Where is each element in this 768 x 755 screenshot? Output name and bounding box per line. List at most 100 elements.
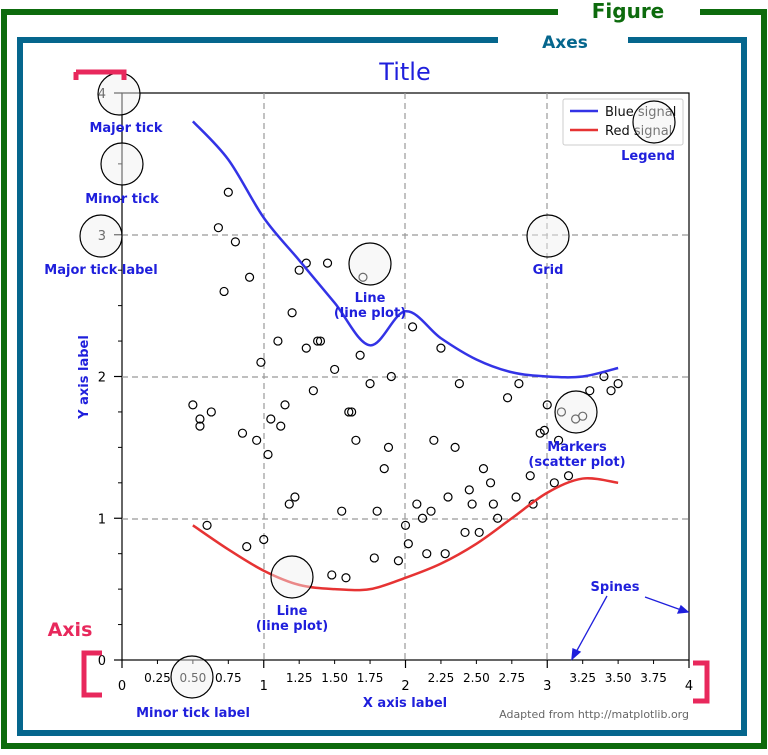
- scatter-point: [383, 442, 394, 452]
- scatter-point: [369, 553, 379, 563]
- scatter-point: [202, 520, 212, 530]
- scatter-point: [436, 343, 446, 353]
- scatter-point: [460, 527, 470, 538]
- chart-title: Title: [378, 58, 430, 86]
- scatter-point: [315, 336, 326, 346]
- scatter-point: [188, 400, 198, 410]
- legend-circle: [632, 100, 676, 144]
- legend-annotation: Legend: [621, 149, 675, 164]
- scatter-point: [478, 464, 489, 474]
- scatter-point: [525, 471, 535, 481]
- axis-annotation: Axis: [48, 619, 93, 641]
- annotation-labels: Major tick Minor tick Major tick label L…: [44, 121, 675, 721]
- x-minor-tick-label: 2.25: [428, 671, 455, 685]
- grid: [122, 93, 689, 660]
- markers-circle: [554, 390, 598, 434]
- scatter-point: [344, 407, 354, 417]
- scatter-point: [206, 407, 216, 417]
- x-minor-tick-label: 3.50: [605, 671, 632, 685]
- y-major-tick-label: 1: [98, 512, 106, 527]
- scatter-point: [322, 258, 333, 268]
- scatter-point: [563, 471, 574, 481]
- markers-annotation-line1: Markers: [547, 440, 607, 455]
- credit-text: Adapted from http://matplotlib.org: [499, 708, 689, 721]
- scatter-point: [263, 449, 273, 460]
- scatter-point: [365, 378, 375, 389]
- scatter-point: [488, 499, 498, 509]
- scatter-point: [301, 343, 311, 353]
- scatter-point: [287, 308, 297, 318]
- scatter-point: [429, 435, 439, 445]
- x-major-tick-label: 2: [401, 679, 409, 694]
- scatter-point: [308, 386, 318, 396]
- scatter-point: [259, 534, 269, 545]
- scatter-point: [379, 464, 389, 474]
- scatter-point: [290, 492, 300, 502]
- minor-tick-label-circle: [170, 655, 214, 699]
- line-plot-2-circle: [270, 555, 314, 599]
- red-signal-line: [192, 476, 619, 592]
- scatter-point: [327, 570, 337, 580]
- scatter-point: [372, 506, 382, 516]
- grid-circle: [526, 214, 570, 258]
- scatter-point: [502, 393, 513, 403]
- scatter-point: [386, 371, 396, 382]
- minor-tick-label-annotation: Minor tick label: [136, 706, 250, 721]
- x-minor-tick-label: 2.50: [463, 671, 490, 685]
- scatter-point: [223, 187, 233, 197]
- scatter-point: [294, 265, 304, 275]
- scatter-point: [393, 556, 404, 566]
- scatter-point: [585, 386, 595, 396]
- scatter-point: [606, 386, 616, 396]
- minor-tick-annotation: Minor tick: [85, 192, 159, 207]
- line-plot-1-circle: [348, 242, 392, 286]
- scatter-point: [219, 286, 229, 297]
- legend: Blue signal Red signal: [562, 98, 684, 146]
- scatter-point: [511, 492, 521, 502]
- x-minor-tick-label: 1.75: [357, 671, 384, 685]
- scatter-point: [407, 322, 418, 332]
- scatter-point: [330, 364, 340, 375]
- scatter-point: [542, 400, 552, 410]
- scatter-point: [553, 435, 564, 445]
- y-axis-label: Y axis label: [77, 335, 92, 420]
- scatter-point: [464, 485, 474, 495]
- x-major-tick-label: 0: [118, 679, 126, 694]
- scatter-point: [337, 506, 347, 516]
- legend-item-blue: Blue signal: [605, 105, 676, 120]
- axes-label: Axes: [542, 33, 588, 53]
- markers-annotation-line2: (scatter plot): [528, 455, 625, 470]
- scatter-point: [412, 499, 422, 509]
- spines-annotation: Spines: [591, 580, 640, 595]
- scatter-point: [450, 442, 460, 452]
- scatter-point: [230, 237, 240, 247]
- scatter-point: [578, 411, 588, 421]
- x-minor-tick-label: 1.25: [286, 671, 313, 685]
- x-minor-tick-label: 0.75: [215, 671, 242, 685]
- scatter-point: [273, 336, 283, 346]
- y-major-tick-label: 4: [98, 87, 106, 102]
- figure-label: Figure: [592, 0, 665, 23]
- scatter-point: [347, 407, 357, 417]
- y-major-tick-label: 0: [98, 654, 106, 669]
- spines-arrows: [571, 595, 690, 661]
- x-major-tick-label: 3: [543, 679, 551, 694]
- grid-annotation: Grid: [533, 263, 564, 278]
- axes-frame: [17, 37, 747, 736]
- line-series: [191, 120, 619, 592]
- scatter-point: [443, 492, 453, 502]
- scatter-point: [493, 513, 503, 523]
- scatter-point: [358, 272, 368, 282]
- scatter-point: [440, 549, 450, 559]
- annotation-circles: [79, 72, 676, 699]
- scatter-point: [195, 414, 205, 424]
- scatter-point: [237, 428, 248, 438]
- scatter-point: [400, 520, 411, 530]
- x-major-tick-label: 4: [685, 679, 693, 694]
- legend-item-red: Red signal: [605, 124, 672, 139]
- scatter-point: [284, 499, 294, 509]
- axis-brackets: [73, 69, 710, 704]
- scatter-point: [351, 435, 361, 445]
- scatter-point: [454, 378, 464, 389]
